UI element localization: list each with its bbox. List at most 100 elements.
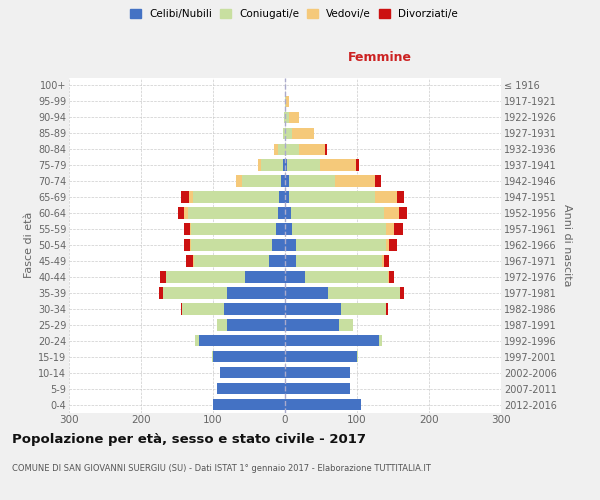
Bar bbox=[272, 240, 285, 250]
Bar bbox=[400, 287, 404, 298]
Bar bbox=[257, 160, 261, 171]
Y-axis label: Anni di nascita: Anni di nascita bbox=[562, 204, 572, 286]
Bar bbox=[287, 160, 320, 171]
Bar bbox=[269, 255, 285, 266]
Bar bbox=[285, 240, 296, 250]
Bar bbox=[261, 160, 283, 171]
Bar bbox=[285, 383, 350, 394]
Bar bbox=[184, 208, 188, 219]
Bar bbox=[386, 240, 389, 250]
Bar bbox=[166, 271, 245, 282]
Bar bbox=[285, 319, 339, 330]
Legend: Celibi/Nubili, Coniugati/e, Vedovi/e, Divorziati/e: Celibi/Nubili, Coniugati/e, Vedovi/e, Di… bbox=[126, 5, 462, 24]
Bar bbox=[227, 287, 285, 298]
Bar bbox=[320, 160, 356, 171]
Bar bbox=[285, 271, 305, 282]
Bar bbox=[283, 128, 285, 139]
Bar bbox=[278, 144, 285, 155]
Bar bbox=[285, 351, 357, 362]
Bar bbox=[389, 271, 394, 282]
Bar bbox=[285, 224, 292, 235]
Bar bbox=[383, 255, 389, 266]
Text: Femmine: Femmine bbox=[348, 51, 412, 64]
Y-axis label: Fasce di età: Fasce di età bbox=[23, 212, 34, 278]
Bar bbox=[357, 351, 358, 362]
Bar bbox=[277, 224, 285, 235]
Bar bbox=[285, 160, 287, 171]
Bar bbox=[397, 192, 404, 203]
Bar bbox=[159, 287, 163, 298]
Bar bbox=[289, 192, 375, 203]
Bar bbox=[285, 144, 299, 155]
Bar bbox=[399, 208, 407, 219]
Bar bbox=[242, 176, 281, 187]
Bar bbox=[182, 303, 224, 314]
Bar bbox=[190, 224, 191, 235]
Bar bbox=[213, 351, 285, 362]
Bar bbox=[285, 176, 289, 187]
Bar bbox=[299, 144, 325, 155]
Bar bbox=[278, 208, 285, 219]
Bar bbox=[190, 240, 191, 250]
Bar bbox=[285, 367, 350, 378]
Bar bbox=[296, 255, 382, 266]
Bar bbox=[185, 255, 193, 266]
Bar bbox=[236, 176, 242, 187]
Bar bbox=[291, 208, 385, 219]
Bar bbox=[296, 240, 386, 250]
Bar bbox=[189, 192, 193, 203]
Bar bbox=[386, 303, 388, 314]
Bar bbox=[193, 255, 194, 266]
Bar bbox=[285, 112, 289, 123]
Bar bbox=[195, 335, 199, 346]
Bar bbox=[199, 335, 285, 346]
Bar bbox=[292, 128, 314, 139]
Bar bbox=[341, 303, 386, 314]
Bar bbox=[285, 208, 291, 219]
Bar bbox=[181, 192, 189, 203]
Bar bbox=[375, 192, 397, 203]
Bar bbox=[178, 208, 184, 219]
Bar bbox=[188, 208, 278, 219]
Bar bbox=[191, 224, 277, 235]
Bar bbox=[160, 271, 166, 282]
Bar bbox=[220, 367, 285, 378]
Bar bbox=[224, 303, 285, 314]
Bar bbox=[394, 224, 403, 235]
Bar bbox=[356, 160, 359, 171]
Bar bbox=[328, 287, 400, 298]
Bar bbox=[213, 399, 285, 410]
Bar bbox=[385, 208, 399, 219]
Bar bbox=[194, 255, 269, 266]
Text: COMUNE DI SAN GIOVANNI SUERGIU (SU) - Dati ISTAT 1° gennaio 2017 - Elaborazione : COMUNE DI SAN GIOVANNI SUERGIU (SU) - Da… bbox=[12, 464, 431, 473]
Bar bbox=[227, 319, 285, 330]
Bar bbox=[274, 144, 278, 155]
Text: Popolazione per età, sesso e stato civile - 2017: Popolazione per età, sesso e stato civil… bbox=[12, 432, 366, 446]
Bar bbox=[289, 112, 299, 123]
Bar bbox=[245, 271, 285, 282]
Bar bbox=[285, 287, 328, 298]
Bar bbox=[375, 176, 381, 187]
Bar bbox=[181, 303, 182, 314]
Bar bbox=[382, 255, 383, 266]
Bar bbox=[339, 319, 353, 330]
Bar bbox=[285, 335, 379, 346]
Bar bbox=[212, 351, 213, 362]
Bar bbox=[284, 112, 285, 123]
Bar bbox=[184, 224, 190, 235]
Bar bbox=[285, 303, 341, 314]
Bar bbox=[386, 224, 394, 235]
Bar bbox=[305, 271, 388, 282]
Bar bbox=[285, 255, 296, 266]
Bar bbox=[325, 144, 327, 155]
Bar bbox=[191, 240, 272, 250]
Bar bbox=[389, 240, 397, 250]
Bar bbox=[335, 176, 375, 187]
Bar bbox=[281, 176, 285, 187]
Bar bbox=[283, 160, 285, 171]
Bar bbox=[285, 192, 289, 203]
Bar bbox=[388, 271, 389, 282]
Bar bbox=[285, 96, 286, 107]
Bar bbox=[285, 128, 292, 139]
Bar bbox=[379, 335, 382, 346]
